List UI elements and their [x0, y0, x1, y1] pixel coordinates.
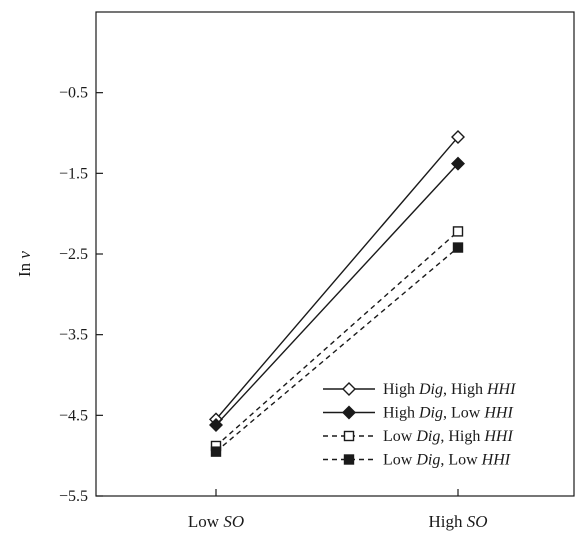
plot-frame — [95, 11, 575, 497]
legend-swatch-marker — [343, 430, 355, 442]
y-tick-label: −4.5 — [59, 407, 88, 424]
legend-label-part: Dig — [415, 428, 440, 445]
x-category-label-italic: SO — [467, 512, 488, 531]
legend-label-part: Low — [383, 452, 416, 469]
legend-item: Low Dig, Low HHI — [323, 452, 511, 469]
legend-label-part: HHI — [483, 428, 513, 445]
data-point — [451, 130, 465, 145]
y-tick-label: −2.5 — [59, 246, 88, 263]
y-axis: −0.5 −1.5 −2.5 −3.5 −4.5 −5.5 — [59, 85, 103, 505]
legend-swatch-marker — [342, 405, 356, 420]
legend-swatch-marker — [343, 454, 355, 465]
series-line — [215, 163, 459, 426]
series-line — [215, 136, 459, 420]
legend-label-part: , High — [443, 381, 487, 398]
data-point — [452, 242, 464, 253]
y-axis-label-italic: v — [15, 251, 34, 259]
legend-label-part: High — [383, 381, 419, 398]
legend-label-part: , Low — [440, 452, 481, 469]
legend-label: High Dig, High HHI — [383, 381, 516, 398]
data-point — [210, 446, 222, 457]
data-point — [209, 418, 223, 433]
x-axis: Low SO High SO — [188, 489, 488, 531]
legend-label-part: HHI — [483, 405, 513, 422]
legend-swatch-marker — [342, 382, 356, 396]
y-tick-label: −5.5 — [59, 488, 88, 505]
x-category-label-text: High — [428, 512, 466, 531]
legend-label: Low Dig, High HHI — [383, 428, 513, 445]
legend-label-part: Dig — [418, 381, 443, 398]
legend-label-part: HHI — [486, 381, 516, 398]
y-tick-label: −3.5 — [59, 327, 88, 344]
legend-item: High Dig, Low HHI — [323, 405, 513, 422]
series-2 — [209, 156, 465, 433]
legend-label: Low Dig, Low HHI — [383, 452, 511, 469]
y-tick-label: −1.5 — [59, 165, 88, 182]
legend-label-part: HHI — [481, 452, 511, 469]
legend-label-part: Dig — [418, 405, 443, 422]
legend-label-part: High — [383, 405, 419, 422]
legend-label: High Dig, Low HHI — [383, 405, 513, 422]
legend-label-part: , High — [440, 428, 484, 445]
y-tick-label: −0.5 — [59, 85, 88, 102]
y-axis-label-main: In — [15, 262, 34, 277]
data-point — [451, 156, 465, 171]
series-line — [215, 247, 459, 453]
data-point — [452, 226, 464, 237]
legend-label-part: Low — [383, 428, 416, 445]
x-category-label: Low SO — [188, 512, 244, 531]
legend-label-part: , Low — [443, 405, 484, 422]
x-category-label: High SO — [428, 512, 487, 531]
legend-item: High Dig, High HHI — [323, 381, 516, 398]
series-4 — [210, 242, 464, 457]
legend-label-part: Dig — [415, 452, 440, 469]
x-category-label-italic: SO — [223, 512, 244, 531]
legend-item: Low Dig, High HHI — [323, 428, 513, 445]
series-layer — [209, 130, 465, 457]
x-category-label-text: Low — [188, 512, 223, 531]
y-axis-label: In v — [15, 251, 34, 277]
